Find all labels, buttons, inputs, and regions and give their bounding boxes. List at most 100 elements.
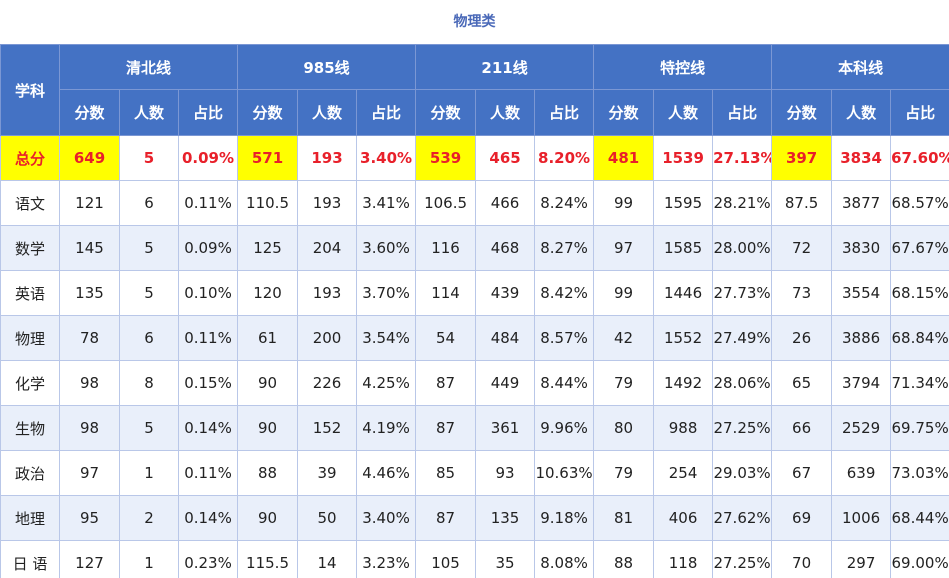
score-cell: 61 [237, 315, 299, 361]
ratio-cell: 27.25% [712, 405, 773, 451]
ratio-cell: 27.13% [712, 135, 773, 181]
ratio-cell: 9.18% [534, 495, 595, 541]
count-cell: 5 [119, 405, 179, 451]
ratio-cell: 8.24% [534, 180, 595, 226]
count-cell: 5 [119, 225, 179, 271]
score-cell: 85 [415, 450, 477, 496]
ratio-cell: 27.73% [712, 270, 773, 316]
count-cell: 2529 [831, 405, 892, 451]
count-cell: 118 [653, 540, 714, 578]
ratio-cell: 8.27% [534, 225, 595, 271]
ratio-cell: 73.03% [890, 450, 949, 496]
ratio-cell: 0.11% [177, 180, 239, 226]
score-cell: 87.5 [771, 180, 833, 226]
group-header-benke: 本科线 [771, 44, 949, 90]
count-cell: 988 [653, 405, 714, 451]
score-cell: 97 [59, 450, 120, 496]
score-cell: 99 [593, 270, 655, 316]
score-cell: 145 [59, 225, 120, 271]
count-cell: 2 [119, 495, 179, 541]
ratio-cell: 0.11% [177, 315, 239, 361]
count-cell: 6 [119, 315, 179, 361]
count-cell: 193 [297, 135, 358, 181]
score-cell: 135 [59, 270, 120, 316]
ratio-cell: 4.19% [356, 405, 417, 451]
count-cell: 1 [119, 540, 179, 578]
count-cell: 3830 [831, 225, 892, 271]
count-cell: 1585 [653, 225, 714, 271]
score-cell: 87 [415, 360, 477, 406]
count-cell: 6 [119, 180, 179, 226]
table-row: 物理 78 6 0.11% 61 200 3.54% 54 484 8.57% 42 1552 27.4… [0, 315, 949, 361]
count-cell: 39 [297, 450, 358, 496]
count-cell: 3886 [831, 315, 892, 361]
ratio-cell: 8.08% [534, 540, 595, 578]
score-cell: 95 [59, 495, 120, 541]
ratio-cell: 29.03% [712, 450, 773, 496]
count-cell: 254 [653, 450, 714, 496]
count-cell: 5 [119, 270, 179, 316]
score-cell: 571 [237, 135, 299, 181]
score-cell: 99 [593, 180, 655, 226]
ratio-cell: 0.14% [177, 405, 239, 451]
count-cell: 1 [119, 450, 179, 496]
count-cell: 1006 [831, 495, 892, 541]
count-cell: 1492 [653, 360, 714, 406]
ratio-cell: 3.23% [356, 540, 417, 578]
ratio-cell: 3.54% [356, 315, 417, 361]
ratio-cell: 10.63% [534, 450, 595, 496]
ratio-cell: 0.09% [177, 225, 239, 271]
subject-cell: 政治 [0, 450, 60, 496]
ratio-cell: 4.25% [356, 360, 417, 406]
sub-header: 分数 [771, 89, 833, 136]
table-row: 英语 135 5 0.10% 120 193 3.70% 114 439 8.42% 99 1446 2… [0, 270, 949, 316]
score-cell: 67 [771, 450, 833, 496]
count-cell: 3554 [831, 270, 892, 316]
count-cell: 439 [475, 270, 536, 316]
count-cell: 484 [475, 315, 536, 361]
score-cell: 42 [593, 315, 655, 361]
score-cell: 110.5 [237, 180, 299, 226]
table-row: 语文 121 6 0.11% 110.5 193 3.41% 106.5 466 8.24% 99 1… [0, 180, 949, 226]
count-cell: 1595 [653, 180, 714, 226]
count-cell: 3877 [831, 180, 892, 226]
subject-header: 学科 [0, 44, 60, 136]
score-cell: 79 [593, 450, 655, 496]
count-cell: 468 [475, 225, 536, 271]
count-cell: 135 [475, 495, 536, 541]
sub-header: 占比 [177, 89, 239, 136]
score-cell: 97 [593, 225, 655, 271]
sub-header: 分数 [59, 89, 120, 136]
sub-header: 占比 [534, 89, 595, 136]
ratio-cell: 67.67% [890, 225, 949, 271]
ratio-cell: 0.10% [177, 270, 239, 316]
ratio-cell: 28.06% [712, 360, 773, 406]
count-cell: 193 [297, 180, 358, 226]
sub-header: 人数 [653, 89, 714, 136]
ratio-cell: 8.42% [534, 270, 595, 316]
ratio-cell: 0.15% [177, 360, 239, 406]
table-row: 化学 98 8 0.15% 90 226 4.25% 87 449 8.44% 79 1492 28.0… [0, 360, 949, 406]
score-cell: 69 [771, 495, 833, 541]
ratio-cell: 3.60% [356, 225, 417, 271]
score-cell: 87 [415, 495, 477, 541]
ratio-cell: 8.44% [534, 360, 595, 406]
ratio-cell: 28.21% [712, 180, 773, 226]
ratio-cell: 3.40% [356, 135, 417, 181]
count-cell: 5 [119, 135, 179, 181]
score-cell: 105 [415, 540, 477, 578]
count-cell: 204 [297, 225, 358, 271]
ratio-cell: 68.84% [890, 315, 949, 361]
subject-cell: 语文 [0, 180, 60, 226]
score-cell: 88 [593, 540, 655, 578]
score-cell: 397 [771, 135, 833, 181]
sub-header: 占比 [712, 89, 773, 136]
score-cell: 78 [59, 315, 120, 361]
count-cell: 3794 [831, 360, 892, 406]
score-cell: 70 [771, 540, 833, 578]
table-row: 日 语 127 1 0.23% 115.5 14 3.23% 105 35 8.08% 88 118 2… [0, 540, 949, 578]
sub-header: 人数 [297, 89, 358, 136]
sub-header: 分数 [237, 89, 299, 136]
score-cell: 120 [237, 270, 299, 316]
